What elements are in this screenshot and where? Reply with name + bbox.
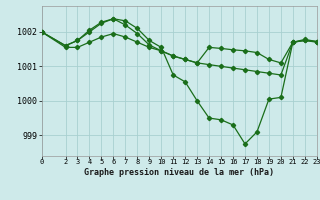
X-axis label: Graphe pression niveau de la mer (hPa): Graphe pression niveau de la mer (hPa)	[84, 168, 274, 177]
